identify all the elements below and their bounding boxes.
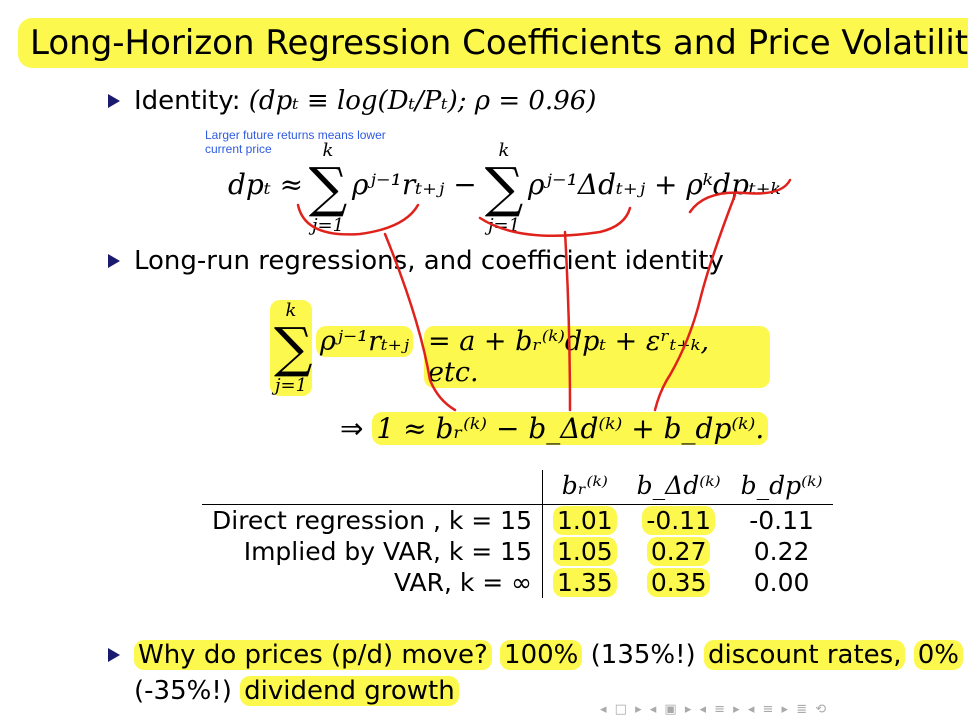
sum-symbol-3: ∑ [274, 316, 313, 379]
conclusion-pct-2b: (-35%!) [134, 676, 232, 706]
header-empty [202, 470, 543, 505]
eq3-text: 1 ≈ bᵣ⁽ᵏ⁾ − b_Δd⁽ᵏ⁾ + b_dp⁽ᵏ⁾. [372, 412, 769, 445]
eq2-lhs-term: ρʲ⁻¹rₜ₊ⱼ [316, 326, 414, 357]
bullet-triangle-icon [108, 94, 120, 108]
brace-returns [296, 203, 420, 236]
row-label: VAR, k = ∞ [202, 567, 543, 598]
link-returns [383, 232, 457, 412]
eq1-sum2: k ∑ j=1 [484, 140, 524, 236]
conclusion-line-2: (-35%!) dividend growth [134, 674, 459, 708]
nav-subsection-icon[interactable]: ◂ ≡ ▸ ◂ ≡ ▸ [699, 702, 791, 717]
conclusion-line-1: Why do prices (p/d) move? 100% (135%!) d… [134, 638, 963, 672]
implies-symbol: ⇒ [340, 412, 364, 445]
header-bdd: b_Δd⁽ᵏ⁾ [636, 471, 721, 500]
conclusion-question: Why do prices (p/d) move? [134, 640, 492, 670]
link-dividends [563, 230, 572, 412]
table-row: VAR, k = ∞ 1.35 0.35 0.00 [202, 567, 833, 598]
cell-bdp: -0.11 [730, 504, 833, 536]
cell-bdp: 0.22 [753, 537, 810, 566]
table-row: Implied by VAR, k = 15 1.05 0.27 0.22 [202, 536, 833, 567]
slide-title: Long-Horizon Regression Coefficients and… [18, 18, 968, 68]
note-line-1: Larger future returns means lower [205, 128, 386, 142]
sum-symbol-2: ∑ [484, 156, 524, 219]
row-label: Direct regression , k = 15 [202, 504, 543, 536]
cell-br: 1.01 [553, 506, 617, 535]
table-row: Direct regression , k = 15 1.01 -0.11 -0… [202, 504, 833, 536]
beamer-navigation[interactable]: ◂ □ ▸ ◂ ▣ ▸ ◂ ≡ ▸ ◂ ≡ ▸ ≣ ⟲ [600, 702, 828, 717]
eq1-term1: ρʲ⁻¹rₜ₊ⱼ − [352, 168, 477, 201]
bullet-triangle-icon [108, 254, 120, 268]
brace-dividends [478, 206, 632, 238]
nav-left-icon[interactable]: ◂ □ ▸ [600, 702, 644, 717]
row-label: Implied by VAR, k = 15 [202, 536, 543, 567]
table-header-row: bᵣ⁽ᵏ⁾ b_Δd⁽ᵏ⁾ b_dp⁽ᵏ⁾ [202, 470, 833, 505]
cell-br: 1.35 [553, 568, 617, 597]
conclusion-dividend: dividend growth [240, 676, 459, 706]
long-run-line: Long-run regressions, and coefficient id… [134, 246, 724, 276]
eq1-term2: ρʲ⁻¹Δdₜ₊ⱼ + ρᵏdpₜ₊ₖ [528, 168, 781, 201]
brace-price [688, 178, 792, 214]
cell-bdp: 0.00 [753, 568, 810, 597]
link-price [653, 193, 737, 412]
equation-regression: k ∑ j=1 ρʲ⁻¹rₜ₊ⱼ = a + bᵣ⁽ᵏ⁾dpₜ + εʳₜ₊ₖ,… [270, 300, 770, 396]
nav-section-icon[interactable]: ◂ ▣ ▸ [649, 702, 694, 717]
sum-symbol-1: ∑ [308, 156, 348, 219]
conclusion-pct-1b: (135%!) [590, 640, 696, 670]
eq1-lhs: dpₜ ≈ [228, 168, 304, 201]
eq2-sum: k ∑ j=1 [270, 300, 313, 396]
note-line-2: current price [205, 142, 272, 156]
conclusion-pct-1: 100% [500, 640, 583, 670]
conclusion-discount: discount rates, [703, 640, 906, 670]
handwritten-note: Larger future returns means lower curren… [205, 128, 386, 156]
bullet-triangle-icon [108, 648, 120, 662]
cell-br: 1.05 [553, 537, 617, 566]
conclusion-pct-2: 0% [913, 640, 963, 670]
cell-bdd: 0.35 [646, 568, 711, 597]
cell-bdd: 0.27 [646, 537, 711, 566]
equation-coefficient-identity: ⇒ 1 ≈ bᵣ⁽ᵏ⁾ − b_Δd⁽ᵏ⁾ + b_dp⁽ᵏ⁾. [340, 412, 769, 445]
header-br: bᵣ⁽ᵏ⁾ [561, 471, 608, 500]
header-bdp: b_dp⁽ᵏ⁾ [740, 471, 823, 500]
identity-label: Identity: [134, 86, 241, 116]
results-table: bᵣ⁽ᵏ⁾ b_Δd⁽ᵏ⁾ b_dp⁽ᵏ⁾ Direct regression … [202, 470, 833, 598]
identity-formula: (dpₜ ≡ log(Dₜ/Pₜ); ρ = 0.96) [248, 86, 597, 116]
cell-bdd: -0.11 [642, 506, 715, 535]
search-icon[interactable]: ≣ ⟲ [796, 702, 829, 717]
identity-line: Identity: (dpₜ ≡ log(Dₜ/Pₜ); ρ = 0.96) [134, 84, 596, 118]
